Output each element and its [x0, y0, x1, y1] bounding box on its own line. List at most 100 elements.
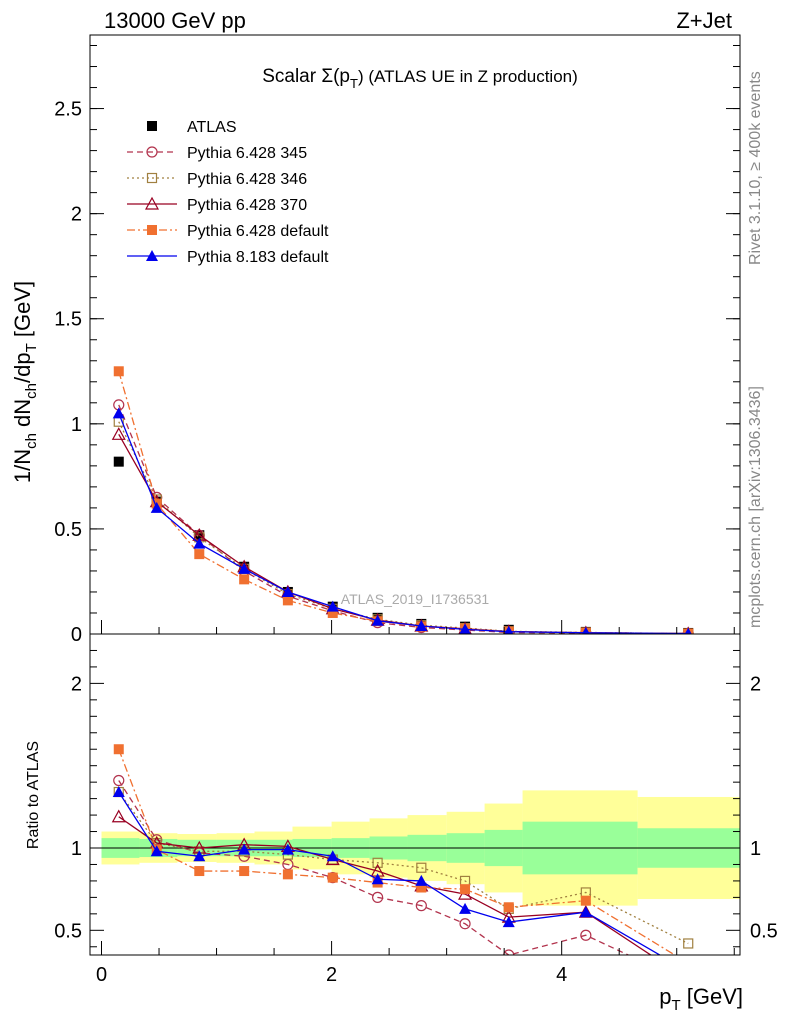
ratio-xtick-label-0: 0	[96, 964, 107, 986]
legend-marker-3	[144, 196, 160, 210]
x-axis-label: pT [GeV]	[659, 984, 743, 1014]
main-point-5-11	[684, 627, 692, 634]
main-point-3-0	[111, 427, 126, 440]
ratio-point-1-11	[683, 938, 694, 949]
ratio-point-4-3	[238, 843, 251, 855]
ratio-point-3-10	[580, 895, 591, 906]
ratio-point-3-0	[113, 744, 124, 755]
main-point-5-0	[112, 407, 125, 419]
ratio-ytick-label-2: 2	[71, 673, 82, 695]
ratio-line-0	[118, 780, 630, 955]
ratio-ytick-label-right-1: 1	[750, 838, 761, 860]
ratio-xtick-label-1: 2	[326, 964, 337, 986]
legend-marker-0	[147, 121, 157, 131]
legend-marker-5	[146, 250, 158, 261]
ratio-frame	[89, 633, 741, 956]
legend-label-2: Pythia 6.428 346	[187, 171, 307, 188]
ratio-point-3-4	[282, 869, 293, 880]
ratio-point-0-6	[372, 891, 384, 903]
ratio-line-3	[118, 749, 677, 955]
ratio-point-4-11	[682, 965, 694, 976]
legend-label-3: Pythia 6.428 370	[187, 197, 307, 214]
ratio-point-0-10	[580, 929, 592, 941]
main-point-5-10	[581, 626, 590, 634]
main-ytick-label-2: 1	[71, 414, 82, 436]
ratio-point-4-2	[193, 850, 206, 862]
main-point-0-0	[113, 456, 124, 467]
main-point-4-0	[113, 366, 124, 377]
main-point-5-7	[415, 620, 428, 632]
energy-label: 13000 GeV pp	[104, 8, 246, 33]
ratio-xtick-label-2: 4	[556, 964, 567, 986]
ratio-point-3-8	[460, 884, 471, 895]
ratio-point-0-9	[503, 949, 515, 955]
ratio-point-4-4	[281, 843, 294, 855]
main-point-5-3	[238, 562, 251, 574]
legend-label-4: Pythia 6.428 default	[187, 223, 329, 240]
ratio-point-0-8	[459, 918, 471, 930]
ratio-axes: 0.5 0.5 1 1 2 2 0 2 4	[54, 627, 778, 986]
main-y-label-p2: dN	[10, 399, 35, 433]
ratio-point-3-9	[503, 902, 514, 913]
main-y-label-p1: ch	[23, 433, 40, 449]
ratio-line-4	[118, 791, 662, 955]
main-y-label-p5: T	[23, 343, 40, 352]
ratio-point-4-0	[112, 786, 125, 798]
main-series-group	[111, 366, 694, 634]
main-point-5-2	[193, 537, 206, 549]
main-y-axis: 0 0.5 1 1.5 2 2.5	[54, 45, 740, 646]
legend-marker-1	[146, 146, 158, 158]
main-ytick-label-0: 0	[71, 624, 82, 646]
legend-label-5: Pythia 8.183 default	[187, 249, 329, 266]
main-y-label-p6: [GeV]	[10, 281, 35, 343]
main-ytick-label-3: 1.5	[54, 309, 82, 331]
main-point-5-4	[281, 585, 294, 597]
ratio-panel: 0.5 0.5 1 1 2 2 0 2 4 Ratio to ATLAS pT [GeV]	[25, 627, 778, 1014]
ratio-point-3-11	[683, 958, 693, 968]
watermark: ATLAS_2019_I1736531	[341, 591, 490, 607]
x-axis-label-main: p	[659, 984, 671, 1009]
main-line-5	[118, 413, 689, 634]
chart-title-end: ) (ATLAS UE in Z production)	[358, 67, 578, 86]
ratio-point-4-9	[502, 916, 515, 928]
ratio-ytick-label-right-0: 0.5	[750, 920, 778, 942]
ratio-uncertainty-bands	[90, 790, 740, 906]
side-label-top: Rivet 3.1.10, ≥ 400k events	[747, 71, 764, 265]
ratio-ytick-label-right-2: 2	[750, 673, 761, 695]
ratio-y-label: Ratio to ATLAS	[25, 741, 42, 849]
ratio-point-3-3	[239, 866, 250, 877]
main-y-label: 1/Nch dNch/dpT [GeV]	[10, 281, 40, 483]
main-point-5-5	[326, 600, 339, 612]
main-y-label-p4: /dp	[10, 352, 35, 383]
legend-marker-4	[147, 225, 157, 235]
chart-title-sub: T	[350, 76, 358, 91]
process-label: Z+Jet	[676, 8, 732, 33]
main-point-5-1	[150, 501, 163, 513]
ratio-point-4-6	[371, 873, 384, 885]
main-y-label-p0: 1/N	[10, 449, 35, 483]
ratio-point-0-0	[113, 774, 125, 787]
chart-title-main: Scalar Σ(p	[262, 66, 350, 87]
main-point-5-6	[371, 614, 384, 626]
main-point-5-9	[504, 625, 514, 634]
legend-label-1: Pythia 6.428 345	[187, 145, 307, 162]
main-point-4-4	[282, 595, 293, 606]
side-label-bottom: mcplots.cern.ch [arXiv:1306.3436]	[747, 386, 764, 628]
legend-label-0: ATLAS	[187, 119, 237, 136]
main-ytick-label-5: 2.5	[54, 99, 82, 121]
ratio-clip-group	[111, 744, 694, 976]
main-panel: 00.511.522.5 Scalar Σ(pT) (ATLAS UE in Z…	[10, 34, 741, 646]
ratio-point-4-7	[415, 874, 428, 886]
ratio-point-1-7	[416, 862, 427, 873]
ratio-point-4-10	[579, 906, 592, 918]
main-point-4-2	[194, 549, 205, 560]
ratio-point-0-7	[415, 900, 427, 912]
ratio-series-group	[111, 744, 694, 976]
ratio-ytick-label-0: 0.5	[54, 920, 82, 942]
main-y-label-p3: ch	[23, 383, 40, 399]
main-point-4-3	[239, 574, 250, 585]
x-axis-label-sub: T	[671, 997, 680, 1014]
legend: ATLAS Pythia 6.428 345 Pythia 6.428 346 Pyt…	[127, 119, 329, 266]
ratio-point-2-0	[111, 809, 126, 823]
